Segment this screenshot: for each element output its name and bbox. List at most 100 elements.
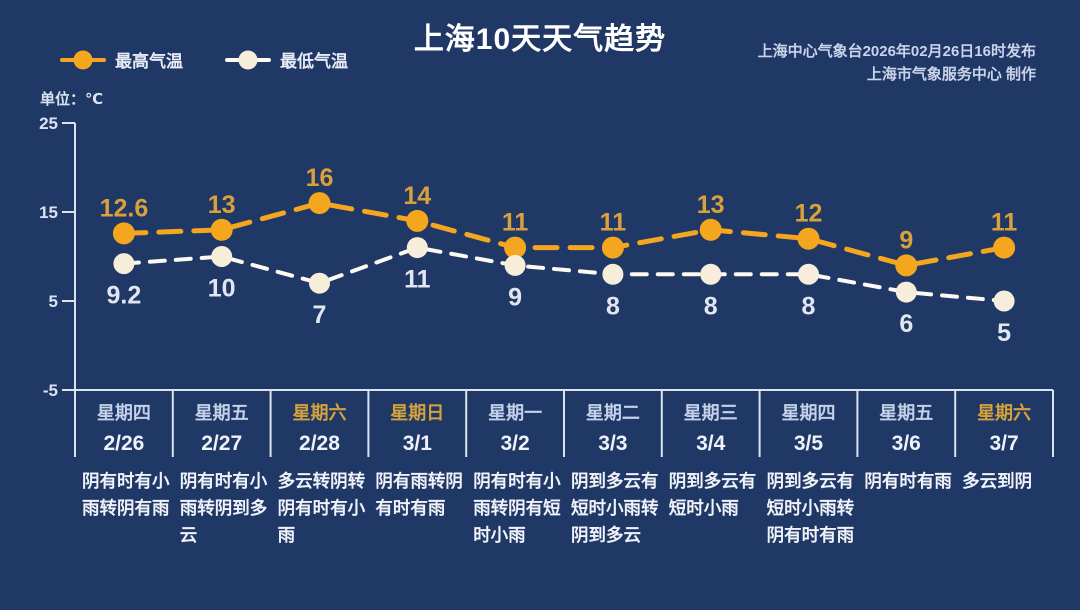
- day-column: 星期一 3/2 阴有时有小雨转阴有短时小雨: [466, 392, 564, 549]
- weekday-label: 星期日: [390, 403, 445, 423]
- high-temp-value-label: 11: [991, 209, 1018, 237]
- day-column: 星期五 2/27 阴有时有小雨转阴到多云: [173, 392, 271, 549]
- low-temp-value-label: 10: [208, 275, 236, 303]
- low-temp-value-label: 9.2: [107, 282, 142, 310]
- legend-label-high: 最高气温: [115, 52, 183, 71]
- date-label: 3/7: [989, 432, 1019, 455]
- low-temp-line: [121, 245, 1007, 303]
- source-line-2: 上海市气象服务中心 制作: [866, 66, 1036, 83]
- high-temp-marker-icon: [60, 50, 106, 69]
- day-column: 星期五 3/6 阴有时有雨: [857, 392, 955, 549]
- low-temp-point: [309, 272, 330, 294]
- weekday-label: 星期一: [488, 403, 543, 423]
- low-temp-value-label: 8: [802, 292, 816, 320]
- high-temp-point: [406, 209, 429, 232]
- day-column: 星期三 3/4 阴到多云有短时小雨: [662, 392, 760, 549]
- y-axis-tick-label: 25: [39, 114, 58, 133]
- date-label: 2/28: [299, 432, 340, 455]
- high-temp-dot-icon: [73, 50, 93, 69]
- weather-description: 多云到阴: [962, 471, 1033, 491]
- weather-description: 阴有雨转阴有时有雨: [375, 471, 463, 518]
- low-temp-point: [504, 254, 526, 276]
- weekday-label: 星期三: [683, 403, 738, 423]
- date-label: 2/27: [201, 432, 243, 455]
- low-temp-point: [798, 263, 819, 285]
- low-temp-point: [211, 246, 233, 267]
- high-temp-value-label: 13: [208, 191, 236, 219]
- high-temp-value-label: 11: [502, 209, 529, 237]
- high-temp-point: [895, 254, 918, 277]
- y-axis-tick-label: 15: [39, 203, 58, 222]
- weekday-label: 星期六: [977, 403, 1032, 423]
- high-temp-value-label: 11: [600, 209, 627, 237]
- y-axis-tick-label: 5: [49, 292, 58, 311]
- low-temp-point: [895, 281, 917, 303]
- day-column: 星期二 3/3 阴到多云有短时小雨转阴到多云: [564, 392, 662, 549]
- y-axis-tick-label: -5: [43, 381, 58, 400]
- date-label: 3/3: [598, 432, 628, 455]
- high-temp-value-label: 13: [697, 191, 725, 219]
- weekday-label: 星期四: [781, 403, 836, 423]
- high-temp-value-label: 12.6: [100, 194, 149, 222]
- legend-label-low: 最低气温: [280, 52, 348, 71]
- date-label: 3/4: [696, 432, 726, 455]
- low-temp-point: [113, 253, 135, 275]
- date-label: 3/5: [793, 432, 824, 455]
- low-temp-value-label: 8: [704, 292, 718, 320]
- weather-description: 阴有时有雨: [864, 471, 952, 491]
- legend-item-high-temp: 最高气温: [60, 47, 183, 72]
- weather-description: 多云转阴转阴有时有小雨: [277, 471, 366, 545]
- legend-item-low-temp: 最低气温: [225, 47, 348, 72]
- weather-description: 阴有时有小雨转阴有雨: [82, 471, 170, 518]
- day-column: 星期四 3/5 阴到多云有短时小雨转阴有时有雨: [760, 392, 858, 549]
- day-column: 星期日 3/1 阴有雨转阴有时有雨: [368, 392, 466, 549]
- day-column: 星期四 2/26 阴有时有小雨转阴有雨: [75, 392, 173, 549]
- legend: 最高气温 最低气温: [60, 47, 348, 72]
- low-temp-value-label: 5: [997, 319, 1011, 347]
- low-temp-point: [406, 237, 428, 259]
- weather-description: 阴有时有小雨转阴到多云: [179, 471, 268, 545]
- date-label: 3/2: [500, 432, 530, 455]
- date-label: 2/26: [103, 432, 145, 455]
- date-label: 3/1: [402, 432, 432, 455]
- high-temp-point: [993, 236, 1016, 259]
- date-label: 3/6: [891, 432, 921, 455]
- high-temp-line: [121, 200, 1007, 268]
- low-temp-value-label: 9: [508, 283, 522, 311]
- day-column: 星期六 3/7 多云到阴: [955, 392, 1053, 549]
- unit-label: 单位：℃: [40, 91, 104, 108]
- low-temp-point: [700, 263, 722, 285]
- high-temp-point: [210, 218, 233, 241]
- high-temp-point: [699, 218, 722, 241]
- high-temp-value-label: 14: [403, 182, 431, 210]
- page-title: 上海10天天气趋势: [413, 23, 667, 56]
- weekday-label: 星期五: [879, 403, 934, 423]
- high-temp-point: [504, 236, 527, 259]
- day-table: 星期四 2/26 阴有时有小雨转阴有雨 星期五 2/27 阴有时有小雨转阴到多云 星期六 2/…: [75, 392, 1053, 549]
- weather-description: 阴到多云有短时小雨转阴有时有雨: [766, 471, 855, 545]
- low-temp-value-label: 7: [313, 301, 327, 329]
- high-temp-point: [601, 236, 624, 259]
- low-temp-point: [602, 263, 624, 285]
- source-info: 上海中心气象台2026年02月26日16时发布 上海市气象服务中心 制作: [758, 40, 1036, 86]
- weekday-label: 星期二: [585, 403, 640, 423]
- low-temp-marker-icon: [225, 50, 271, 69]
- weekday-label: 星期五: [194, 403, 249, 423]
- weather-description: 阴到多云有短时小雨: [668, 471, 757, 518]
- low-temp-point: [993, 290, 1015, 312]
- high-temp-point: [797, 227, 820, 250]
- high-temp-point: [112, 222, 135, 245]
- weather-description: 阴有时有小雨转阴有短时小雨: [473, 471, 561, 545]
- low-temp-dot-icon: [238, 50, 258, 69]
- low-temp-value-label: 11: [404, 266, 431, 294]
- weather-description: 阴到多云有短时小雨转阴到多云: [570, 471, 659, 545]
- day-column: 星期六 2/28 多云转阴转阴有时有小雨: [271, 392, 369, 549]
- source-line-1: 上海中心气象台2026年02月26日16时发布: [757, 43, 1036, 60]
- weekday-label: 星期六: [292, 403, 347, 423]
- low-temp-value-label: 6: [899, 310, 913, 338]
- high-temp-value-label: 9: [899, 226, 913, 254]
- high-temp-value-label: 12: [795, 200, 823, 228]
- weekday-label: 星期四: [96, 403, 151, 423]
- low-temp-value-label: 8: [606, 292, 620, 320]
